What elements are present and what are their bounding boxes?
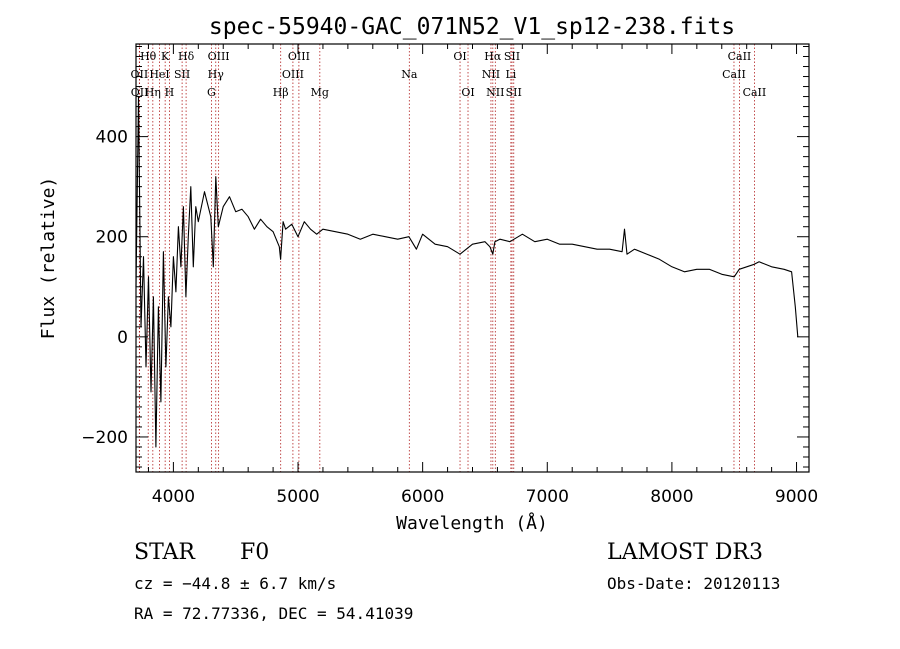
- spectral-line-label: CaII: [722, 68, 746, 81]
- x-tick-label: 7000: [526, 487, 569, 507]
- spectral-line-markers: [138, 44, 755, 472]
- y-axis-label: Flux (relative): [38, 177, 59, 340]
- object-class: STAR: [134, 540, 195, 565]
- spectral-line-label: Na: [401, 68, 418, 81]
- x-tick-label: 9000: [775, 487, 818, 507]
- flux-series: [135, 96, 799, 448]
- spectral-line-label: Hη: [145, 86, 161, 99]
- spectral-line-label: Hθ: [140, 50, 157, 63]
- y-tick-label: 400: [96, 128, 128, 148]
- flux-line: [135, 96, 799, 448]
- spectral-line-label: OI: [453, 50, 466, 63]
- y-axis-ticks: −200 0 200 400: [81, 46, 809, 468]
- spectral-line-label: CaII: [728, 50, 752, 63]
- plot-frame: [135, 43, 810, 473]
- spectral-line-label: Hα: [484, 50, 502, 63]
- spectral-line-label: SII: [174, 68, 190, 81]
- x-tick-label: 6000: [401, 487, 444, 507]
- spectral-line-label: H: [165, 86, 175, 99]
- redshift-velocity: cz = −44.8 ± 6.7 km/s: [134, 574, 337, 593]
- spectral-line-label: Hβ: [273, 86, 289, 99]
- spectral-line-label: OIII: [282, 68, 304, 81]
- sky-coordinates: RA = 72.77336, DEC = 54.41039: [134, 604, 414, 623]
- spectral-line-label: SII: [506, 86, 522, 99]
- spectral-line-label: Li: [505, 68, 516, 81]
- spectral-line-label: CaII: [743, 86, 767, 99]
- y-tick-label: 200: [96, 228, 128, 248]
- x-tick-label: 5000: [276, 487, 319, 507]
- spectral-line-label: OI: [461, 86, 474, 99]
- x-tick-label: 4000: [152, 487, 195, 507]
- spectral-line-label: Hγ: [208, 68, 225, 81]
- y-tick-label: −200: [81, 428, 128, 448]
- y-tick-label: 0: [117, 328, 128, 348]
- spectral-line-label: Mg: [311, 86, 329, 99]
- chart-title: spec-55940-GAC_071N52_V1_sp12-238.fits: [209, 14, 735, 40]
- spectral-line-label: Hδ: [178, 50, 195, 63]
- spectral-line-label: K: [161, 50, 170, 63]
- spectral-line-label: OII: [131, 86, 149, 99]
- x-tick-label: 8000: [650, 487, 693, 507]
- spectral-line-label: SII: [504, 50, 520, 63]
- observation-date: Obs-Date: 20120113: [607, 574, 781, 593]
- spectral-line-label: OIII: [208, 50, 230, 63]
- spectral-line-label: NII: [482, 68, 500, 81]
- x-axis-ticks: 4000 5000 6000 7000 8000 9000: [147, 44, 818, 507]
- survey-name: LAMOST DR3: [607, 540, 763, 565]
- spectral-line-label: G: [207, 86, 216, 99]
- spectral-line-label: OII: [131, 68, 149, 81]
- spectral-line-label: NII: [486, 86, 504, 99]
- spectral-line-label: OIII: [288, 50, 310, 63]
- x-axis-label: Wavelength (Å): [396, 512, 548, 534]
- object-subclass: F0: [240, 540, 270, 565]
- spectral-line-label: HeI: [149, 68, 169, 81]
